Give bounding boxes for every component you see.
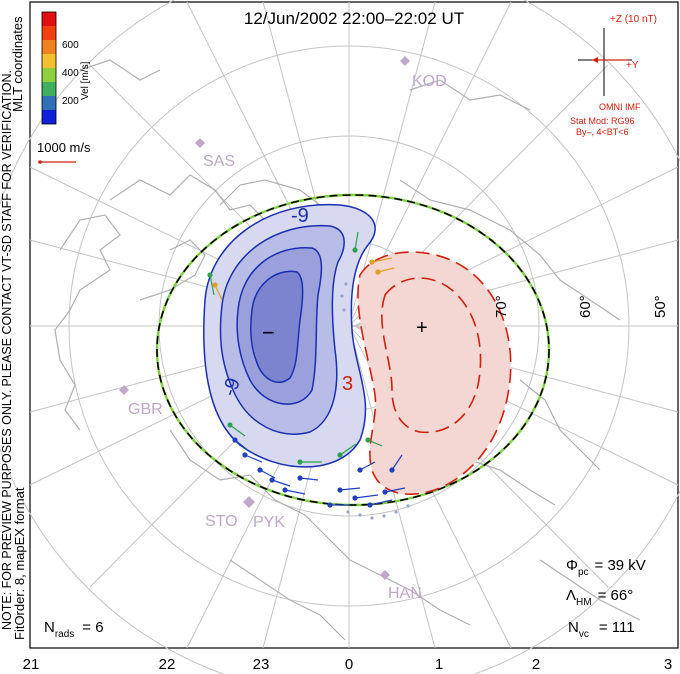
svg-text:PYK: PYK xyxy=(253,514,285,531)
imf-indicator: +Z (10 nT) +Y OMNI IMF Stat Mod: RG96 By… xyxy=(570,14,657,137)
mlt-tick-21: 21 xyxy=(23,656,40,673)
negative-potential-cell xyxy=(203,203,376,468)
neg-contour-label: -9 xyxy=(291,205,309,227)
mlt-tick-1: 1 xyxy=(435,656,443,673)
preview-notice: NOTE: FOR PREVIEW PURPOSES ONLY. PLEASE … xyxy=(0,70,14,630)
velocity-colorbar: 600 400 200 Vel [m/s] xyxy=(41,11,91,125)
velocity-vectors xyxy=(207,231,410,520)
stat-nrads: Nrads = 6 xyxy=(44,619,104,640)
stat-phi: Φpc = 39 kV xyxy=(566,557,646,578)
svg-text:By–, 4<BT<6: By–, 4<BT<6 xyxy=(576,127,629,137)
stat-nvc: Nvc = 111 xyxy=(568,619,635,640)
radar-stations: KOD SAS GBR STO PYK HAN xyxy=(119,56,447,602)
mlt-tick-0: 0 xyxy=(345,656,353,673)
svg-text:OMNI IMF: OMNI IMF xyxy=(599,102,641,112)
colorbar-tick-200: 200 xyxy=(62,96,79,107)
svg-text:HAN: HAN xyxy=(388,585,422,602)
map-title: 12/Jun/2002 22:00–22:02 UT xyxy=(244,9,464,28)
coordinate-label: MLT coordinates xyxy=(10,16,25,112)
lat-label-60: 60° xyxy=(577,295,594,318)
positive-potential-cell xyxy=(357,251,512,495)
svg-text:KOD: KOD xyxy=(412,73,447,90)
station-sas: SAS xyxy=(195,138,235,170)
colorbar-tick-400: 400 xyxy=(62,68,79,79)
lat-label-70: 70° xyxy=(493,295,510,318)
plot-frame xyxy=(29,1,679,649)
svg-text:+Z (10 nT): +Z (10 nT) xyxy=(610,14,657,25)
station-gbr: GBR xyxy=(119,385,163,418)
stat-lambda: ΛHM = 66° xyxy=(566,587,633,608)
svg-text:SAS: SAS xyxy=(203,153,235,170)
lat-label-50: 50° xyxy=(652,295,669,318)
coastlines xyxy=(54,59,641,641)
mlt-tick-23: 23 xyxy=(253,656,270,673)
stats-panel: Φpc = 39 kV ΛHM = 66° Nvc = 111 Nrads = 6 xyxy=(44,557,646,640)
colorbar-tick-600: 600 xyxy=(62,40,79,51)
station-sto: STO xyxy=(205,496,255,530)
svg-text:+Y: +Y xyxy=(626,60,639,71)
svg-text:STO: STO xyxy=(205,513,238,530)
potential-max-marker: + xyxy=(416,317,428,339)
svg-text:GBR: GBR xyxy=(128,401,163,418)
fit-info: FitOrder: 8, mapEX format xyxy=(12,487,27,640)
mlt-tick-22: 22 xyxy=(159,656,176,673)
mlt-axis: 21 22 23 0 1 2 3 xyxy=(23,656,673,673)
svg-text:Stat Mod: RG96: Stat Mod: RG96 xyxy=(570,116,635,126)
colorbar-label: Vel [m/s] xyxy=(80,61,91,100)
station-han: HAN xyxy=(380,570,422,602)
reference-vector: 1000 m/s xyxy=(37,140,91,164)
station-pyk: PYK xyxy=(253,514,285,531)
mlt-tick-3: 3 xyxy=(664,656,672,673)
svg-text:1000 m/s: 1000 m/s xyxy=(37,140,91,155)
station-kod: KOD xyxy=(400,56,447,90)
pos-contour-label: 3 xyxy=(342,373,353,395)
mlt-tick-2: 2 xyxy=(532,656,540,673)
potential-min-marker: − xyxy=(262,320,275,345)
